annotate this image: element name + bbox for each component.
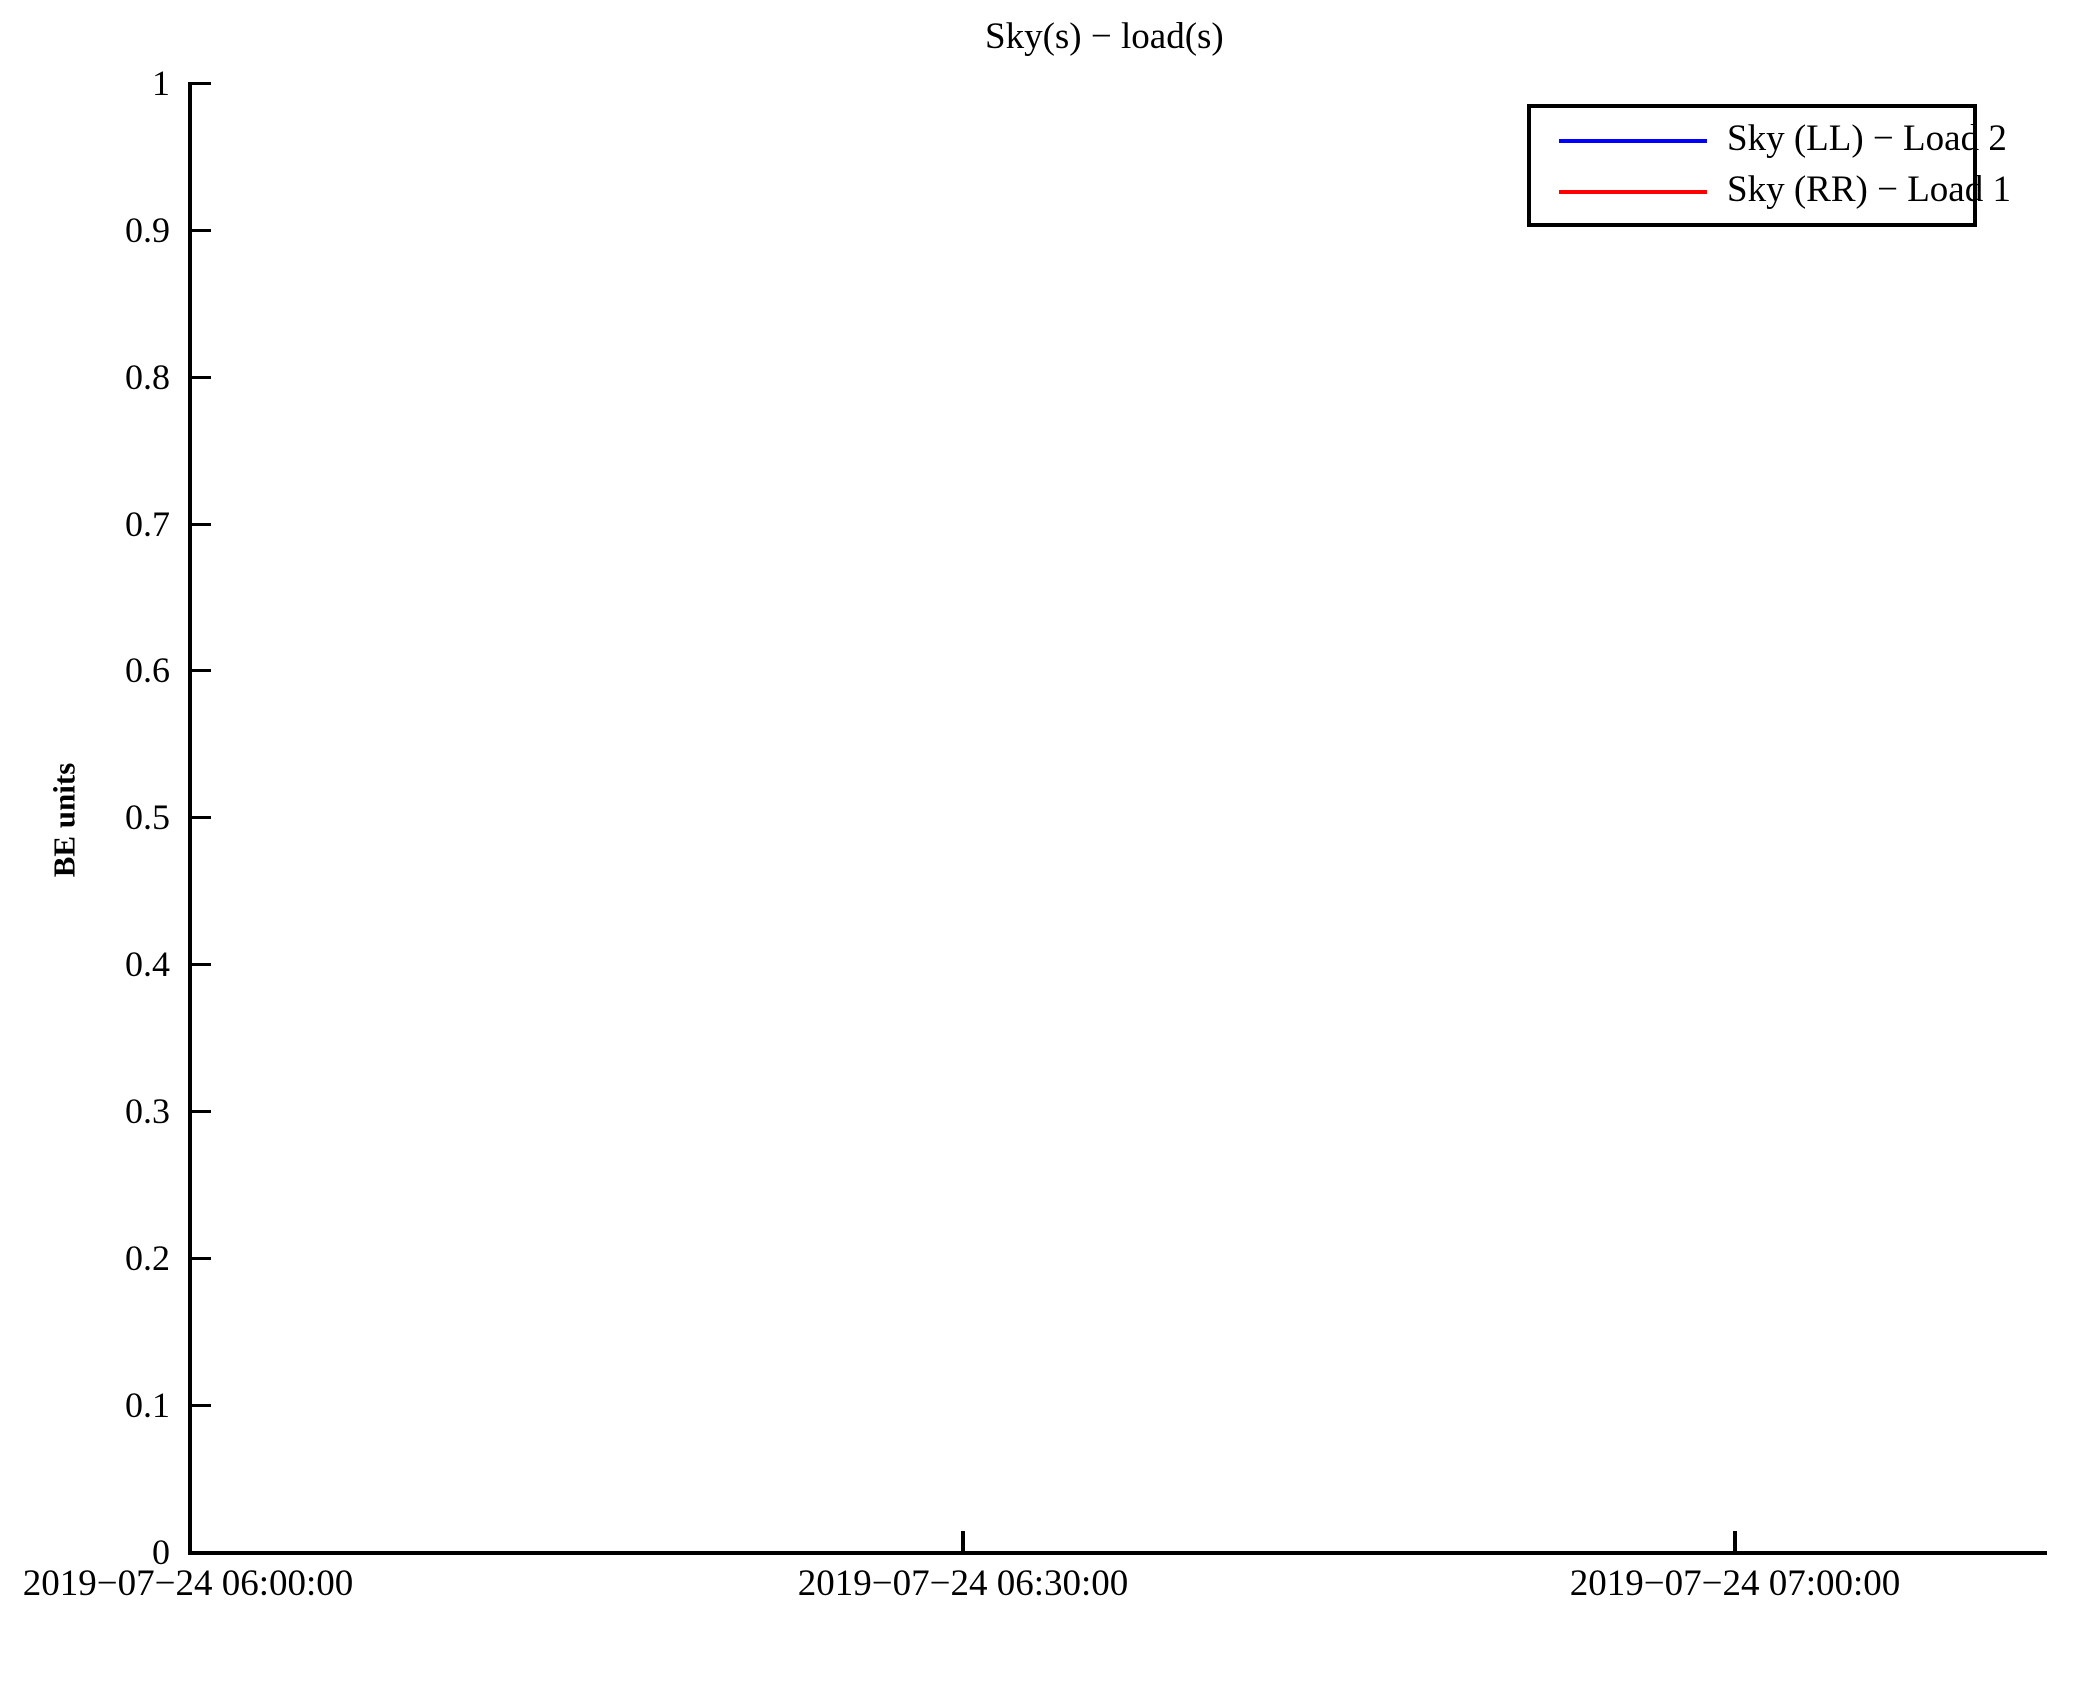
y-axis-tick-mark — [190, 1404, 211, 1407]
x-axis-tick-mark — [961, 1531, 965, 1552]
y-axis-tick-mark — [190, 1257, 211, 1260]
x-axis-tick-label: 2019−07−24 06:30:00 — [797, 1563, 1129, 1604]
y-axis-tick-label: 0.5 — [125, 797, 170, 837]
legend-entry[interactable]: Sky (RR) − Load 1 — [1531, 167, 2011, 217]
x-axis-tick-label: 2019−07−24 07:00:00 — [1569, 1563, 1901, 1604]
y-axis-tick-mark — [190, 1110, 211, 1113]
legend: Sky (LL) − Load 2 Sky (RR) − Load 1 — [1527, 104, 2011, 227]
y-axis-tick-mark — [190, 1551, 211, 1554]
y-axis-tick-label: 0.8 — [125, 357, 170, 397]
y-axis-tick-mark — [190, 963, 211, 966]
y-axis-tick-label: 1 — [152, 63, 170, 103]
y-axis-tick-label: 0.4 — [125, 944, 170, 984]
y-axis-tick-mark — [190, 229, 211, 232]
legend-entry-label: Sky (RR) − Load 1 — [1727, 169, 2011, 210]
legend-entry[interactable]: Sky (LL) − Load 2 — [1531, 116, 2007, 166]
y-axis-tick-label: 0.7 — [125, 504, 170, 544]
legend-line-swatch — [1559, 190, 1707, 194]
y-axis-tick-label: 0 — [152, 1532, 170, 1572]
y-axis-tick-label: 0.1 — [125, 1385, 170, 1425]
x-axis-line — [188, 1551, 2047, 1555]
legend-entry-label: Sky (LL) − Load 2 — [1727, 118, 2007, 159]
y-axis-tick-mark — [190, 816, 211, 819]
y-axis-tick-label: 0.2 — [125, 1238, 170, 1278]
y-axis-tick-label: 0.9 — [125, 210, 170, 250]
y-axis-tick-mark — [190, 669, 211, 672]
x-axis-tick-mark — [1733, 1531, 1737, 1552]
chart-title: Sky(s) − load(s) — [985, 16, 1224, 57]
y-axis-tick-label: 0.3 — [125, 1091, 170, 1131]
legend-line-swatch — [1559, 139, 1707, 143]
plot-area — [188, 83, 2047, 1552]
y-axis-tick-mark — [190, 523, 211, 526]
y-axis-tick-mark — [190, 82, 211, 85]
x-axis-tick-label: 2019−07−24 06:00:00 — [22, 1563, 354, 1604]
y-axis-tick-mark — [190, 376, 211, 379]
y-axis-tick-label: 0.6 — [125, 650, 170, 690]
